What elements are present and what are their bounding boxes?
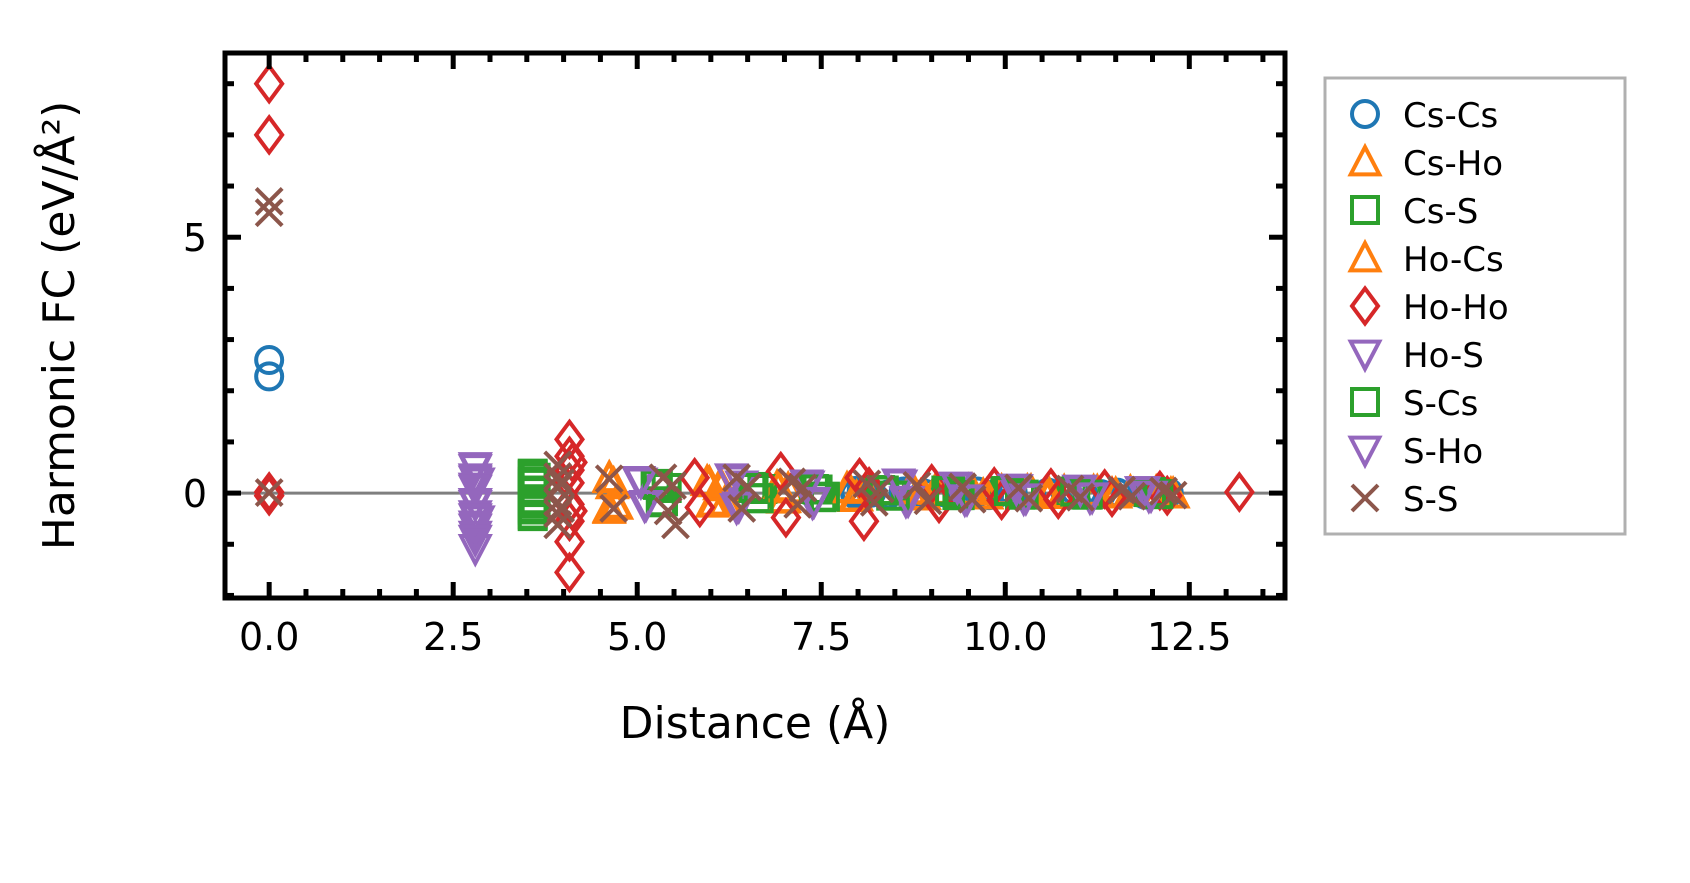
x-tick-label: 2.5 <box>423 615 483 659</box>
legend-marker-cs-s <box>1350 195 1380 225</box>
data-point <box>457 524 493 559</box>
data-point <box>457 454 493 488</box>
data-point <box>253 474 285 517</box>
data-point <box>957 484 987 514</box>
data-point <box>661 510 690 540</box>
data-point <box>658 471 687 500</box>
data-point <box>543 462 573 492</box>
data-point <box>653 496 683 526</box>
data-point <box>457 513 493 548</box>
data-point <box>554 551 585 594</box>
y-tick-label: 5 <box>183 216 207 260</box>
x-tick-label: 5.0 <box>607 615 667 659</box>
data-point <box>770 496 802 539</box>
legend-label-s-cs: S-Cs <box>1403 384 1478 424</box>
data-point <box>1158 480 1188 510</box>
legend-label-cs-cs: Cs-Cs <box>1403 96 1498 136</box>
legend-frame <box>1323 76 1627 536</box>
data-point <box>913 486 943 516</box>
legend-marker-ho-cs <box>1347 238 1383 273</box>
data-point <box>788 473 818 503</box>
data-point <box>902 471 932 500</box>
data-point <box>890 485 926 520</box>
legend-marker-ho-s <box>1347 339 1383 374</box>
legend-marker-s-cs <box>1350 387 1380 417</box>
legend-marker-s-ho <box>1347 435 1383 470</box>
data-point <box>865 474 895 504</box>
x-tick-label: 10.0 <box>963 615 1048 659</box>
legend-label-cs-s: Cs-S <box>1403 192 1478 232</box>
data-point <box>253 62 285 105</box>
data-point <box>254 186 284 216</box>
legend-marker-cs-ho <box>1347 142 1383 177</box>
legend-marker-ho-ho <box>1349 285 1381 327</box>
data-point <box>783 489 813 519</box>
data-layer <box>253 62 1255 594</box>
x-axis-label: Distance (Å) <box>620 696 891 749</box>
y-tick-label: 0 <box>183 472 207 516</box>
data-point <box>684 486 716 529</box>
x-tick-label: 0.0 <box>239 615 299 659</box>
data-point <box>1065 482 1095 512</box>
data-point <box>1149 476 1178 506</box>
legend-label-ho-ho: Ho-Ho <box>1403 288 1509 328</box>
data-point <box>1223 471 1255 513</box>
data-point <box>765 450 797 493</box>
data-point <box>998 474 1034 508</box>
data-point <box>554 418 585 461</box>
data-point <box>599 494 629 523</box>
data-point <box>546 468 576 498</box>
axes-frame <box>222 50 1288 601</box>
series-s-s <box>254 186 1188 540</box>
x-tick-label: 12.5 <box>1147 615 1232 659</box>
x-tick-label: 7.5 <box>791 615 851 659</box>
data-point <box>1117 481 1147 511</box>
data-point <box>594 464 624 494</box>
legend-label-ho-s: Ho-S <box>1403 336 1484 376</box>
legend: Cs-Cs Cs-Ho Cs-S Ho-Cs Ho-Ho Ho-S S-Cs S-Ho S-S <box>1323 76 1627 536</box>
data-point <box>1014 483 1044 513</box>
data-point <box>253 113 285 156</box>
y-axis-label: Harmonic FC (eV/Å²) <box>32 101 85 551</box>
data-point <box>727 494 757 523</box>
data-point <box>546 494 576 523</box>
data-point <box>457 503 493 537</box>
data-point <box>796 486 832 521</box>
legend-marker-s-s <box>1350 483 1380 513</box>
data-point <box>254 361 285 392</box>
data-point <box>254 345 285 376</box>
data-point <box>738 472 769 503</box>
data-point <box>254 198 284 228</box>
data-point <box>848 500 880 543</box>
data-point <box>733 472 763 502</box>
axis-ticks <box>225 53 1285 598</box>
legend-label-ho-cs: Ho-Cs <box>1403 240 1504 280</box>
data-point <box>457 465 493 500</box>
data-point <box>623 467 659 502</box>
legend-label-s-ho: S-Ho <box>1403 432 1483 472</box>
legend-label-cs-ho: Cs-Ho <box>1403 144 1503 184</box>
legend-label-s-s: S-S <box>1403 480 1458 520</box>
data-point <box>628 490 664 524</box>
data-point <box>254 478 284 507</box>
data-point <box>743 483 774 514</box>
legend-marker-cs-cs <box>1350 99 1380 129</box>
data-point <box>1008 483 1044 517</box>
data-point <box>554 520 585 563</box>
data-point <box>883 469 919 504</box>
